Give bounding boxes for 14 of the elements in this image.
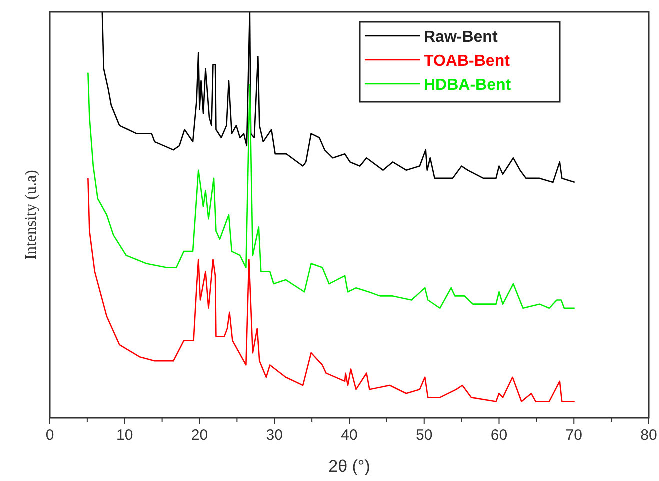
x-axis-title: 2θ (°): [328, 457, 370, 476]
y-axis-title: Intensity (u.a): [23, 170, 40, 260]
x-tick-label: 50: [416, 427, 433, 444]
legend-label: TOAB-Bent: [424, 53, 511, 70]
x-tick-label: 0: [46, 427, 54, 444]
x-tick-label: 70: [566, 427, 582, 444]
x-tick-label: 30: [266, 427, 283, 444]
x-tick-label: 60: [490, 427, 508, 444]
legend-label: Raw-Bent: [424, 29, 498, 46]
legend-label: HDBA-Bent: [424, 77, 512, 94]
x-tick-label: 10: [116, 427, 134, 444]
x-tick-label: 80: [640, 427, 658, 444]
x-tick-label: 20: [191, 427, 208, 444]
x-tick-label: 40: [341, 427, 358, 444]
